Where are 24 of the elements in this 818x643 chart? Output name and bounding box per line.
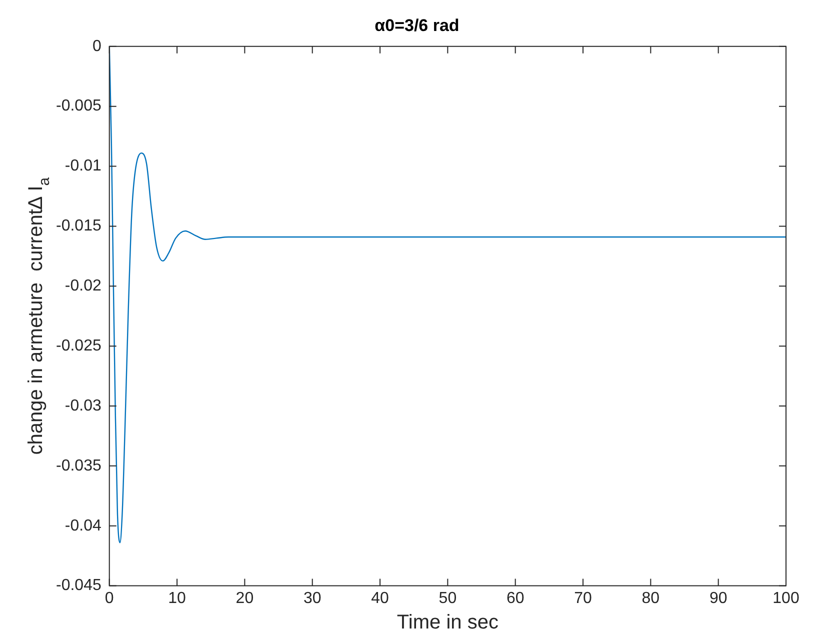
x-tick-label: 80 [642,590,660,607]
x-tick-label: 30 [303,590,322,607]
y-tick-label: -0.005 [56,98,102,115]
x-tick-label: 10 [168,590,186,607]
x-tick-label: 50 [438,590,457,607]
y-tick-label: -0.035 [56,457,102,474]
y-tick-label: -0.01 [64,158,102,175]
x-tick-label: 20 [236,590,254,607]
y-tick-label: -0.025 [56,337,102,354]
y-tick-label: -0.03 [64,397,102,414]
x-tick-label: 0 [104,590,114,607]
x-tick-label: 90 [709,590,728,607]
y-tick-label: -0.02 [64,278,102,295]
x-tick-label: 100 [772,590,800,607]
x-tick-label: 60 [506,590,524,607]
y-tick-label: 0 [92,38,102,55]
y-tick-label: -0.015 [56,218,102,235]
x-axis-title: Time in sec [396,612,498,634]
chart-title: α0=3/6 rad [374,16,460,35]
y-tick-label: -0.04 [64,517,102,534]
y-axis-title: change in armeture current∆ Ia [25,176,53,455]
x-tick-label: 70 [574,590,592,607]
x-tick-label: 40 [371,590,390,607]
y-tick-label: -0.045 [56,577,102,594]
